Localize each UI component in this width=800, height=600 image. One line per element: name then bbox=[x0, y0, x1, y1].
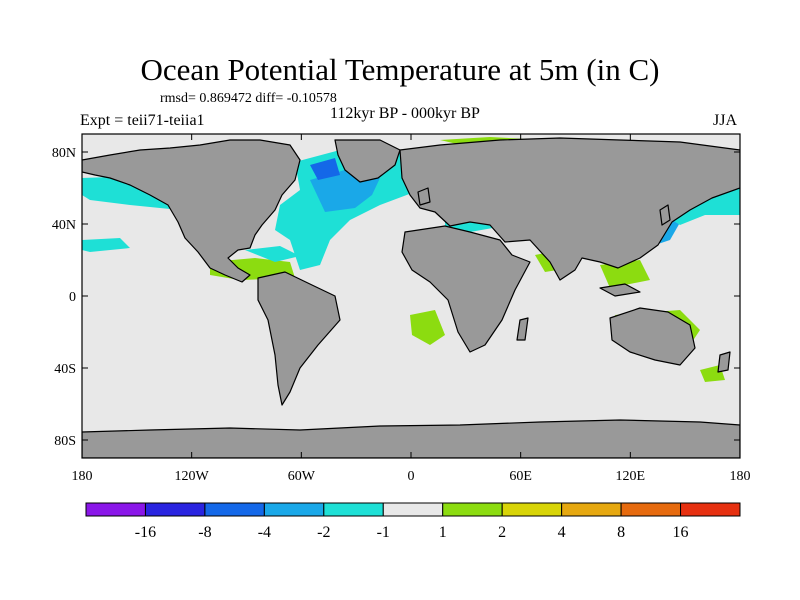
y-tick-label: 80S bbox=[54, 434, 76, 449]
colorbar-swatch bbox=[144, 502, 206, 517]
colorbar-label: -4 bbox=[258, 524, 271, 541]
colorbar-label: 16 bbox=[673, 524, 689, 541]
x-axis: 180 120W 60W 0 60E 120E 180 bbox=[72, 134, 751, 484]
uk bbox=[417, 187, 431, 206]
colorbar-swatch bbox=[680, 502, 741, 517]
plot-title: Ocean Potential Temperature at 5m (in C) bbox=[140, 52, 660, 87]
anomaly-north-pacific-west bbox=[82, 238, 130, 252]
anomaly-caribbean-cool bbox=[245, 246, 300, 262]
season-label: JJA bbox=[713, 112, 738, 129]
x-tick-label: 120W bbox=[175, 469, 210, 484]
colorbar-label: 4 bbox=[558, 524, 566, 541]
colorbar-label: -8 bbox=[198, 524, 211, 541]
colorbar-swatch bbox=[204, 502, 265, 517]
stats-label: rmsd= 0.869472 diff= -0.10578 bbox=[160, 91, 337, 106]
colorbar-label: 2 bbox=[498, 524, 506, 541]
colorbar-swatch bbox=[323, 502, 384, 517]
x-tick-label: 120E bbox=[616, 469, 646, 484]
x-tick-label: 60W bbox=[288, 469, 316, 484]
map-area bbox=[82, 134, 740, 458]
colorbar-label: 1 bbox=[439, 524, 447, 541]
y-tick-label: 40S bbox=[54, 362, 76, 377]
colorbar-label: 8 bbox=[617, 524, 625, 541]
north-america bbox=[82, 139, 301, 283]
antarctica bbox=[82, 419, 740, 458]
period-label: 112kyr BP - 000kyr BP bbox=[330, 105, 480, 122]
anomaly-indonesia bbox=[600, 260, 650, 288]
greenland bbox=[334, 139, 401, 183]
colorbar-label: -16 bbox=[135, 524, 156, 541]
indonesia bbox=[599, 283, 641, 297]
colorbar: -16 -8 -4 -2 -1 1 2 4 8 16 bbox=[85, 502, 741, 541]
x-tick-label: 60E bbox=[509, 469, 532, 484]
colorbar-swatch bbox=[263, 502, 325, 517]
japan bbox=[659, 204, 671, 226]
eurasia bbox=[399, 137, 740, 281]
x-tick-label: 180 bbox=[730, 469, 751, 484]
colorbar-swatch bbox=[620, 502, 682, 517]
colorbar-swatch bbox=[442, 502, 503, 517]
anomaly-south-atlantic bbox=[410, 310, 445, 345]
madagascar bbox=[516, 317, 529, 341]
colorbar-swatch bbox=[85, 502, 146, 517]
x-tick-label: 180 bbox=[72, 469, 93, 484]
colorbar-swatch bbox=[382, 502, 444, 517]
land bbox=[82, 137, 740, 458]
colorbar-label: -1 bbox=[377, 524, 390, 541]
experiment-label: Expt = teii71-teiia1 bbox=[80, 112, 205, 129]
south-america bbox=[257, 271, 341, 406]
y-axis: 80N 40N 0 40S 80S bbox=[52, 146, 740, 449]
y-tick-label: 0 bbox=[69, 290, 76, 305]
anomaly-labrador-sea bbox=[310, 158, 340, 180]
australia bbox=[609, 307, 696, 366]
new-zealand bbox=[717, 351, 731, 373]
colorbar-label: -2 bbox=[317, 524, 330, 541]
y-tick-label: 40N bbox=[52, 218, 76, 233]
x-tick-label: 0 bbox=[408, 469, 415, 484]
colorbar-swatch bbox=[561, 502, 622, 517]
africa bbox=[401, 225, 531, 353]
colorbar-swatch bbox=[501, 502, 563, 517]
y-tick-label: 80N bbox=[52, 146, 76, 161]
